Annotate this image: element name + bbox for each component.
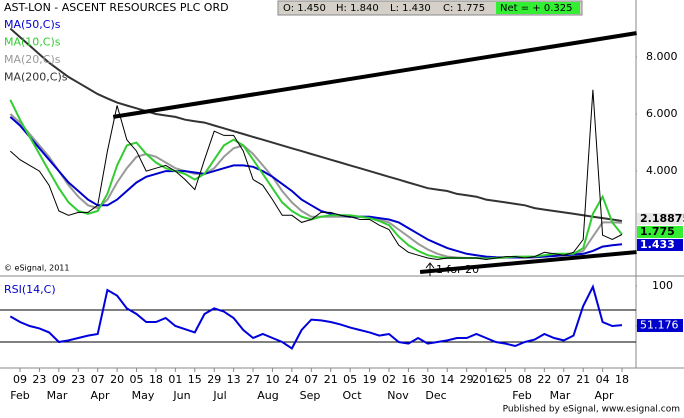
x-tick-label: 25 (499, 373, 513, 386)
ohlc-item: L: 1.430 (390, 3, 431, 14)
month-label: Feb (512, 389, 531, 402)
value-box (637, 319, 683, 332)
month-label: Dec (425, 389, 446, 402)
x-tick-label: 29 (207, 373, 221, 386)
x-tick-label: 30 (421, 373, 435, 386)
x-tick-label: 01 (168, 373, 182, 386)
month-label: Jul (212, 389, 226, 402)
value-box (637, 226, 683, 238)
x-tick-label: 09 (52, 373, 66, 386)
month-label: Apr (90, 389, 110, 402)
x-tick-label: 07 (304, 373, 318, 386)
x-tick-label: 16 (401, 373, 415, 386)
y-tick-label: 4.000 (646, 164, 678, 177)
x-tick-label: 10 (265, 373, 279, 386)
x-tick-label: 23 (32, 373, 46, 386)
value-label: 51.176 (640, 319, 679, 332)
month-label: Nov (387, 389, 409, 402)
month-label: May (132, 389, 155, 402)
footer: Published by eSignal, www.esignal.com (503, 405, 680, 415)
trendline (419, 250, 637, 274)
x-tick-label: 08 (518, 373, 532, 386)
x-tick-label: 19 (363, 373, 377, 386)
price-line (9, 89, 623, 261)
legend-entry: MA(10,C)s (4, 36, 61, 49)
x-tick-label: 02 (382, 373, 396, 386)
net-change: Net = + 0.325 (500, 3, 572, 14)
trendline (112, 31, 637, 119)
month-label: Feb (10, 389, 29, 402)
x-tick-label: 29 (460, 373, 474, 386)
value-label: 1.775 (640, 225, 675, 238)
y-tick-label: 8.000 (646, 50, 678, 63)
legend-entry: MA(20,C)s (4, 53, 61, 66)
value-label: 1.433 (640, 238, 675, 251)
value-label: 2.18875 (640, 212, 684, 225)
value-box (637, 213, 683, 225)
x-tick-label: 20 (110, 373, 124, 386)
x-tick-label: 18 (615, 373, 629, 386)
x-tick-label: 2016 (472, 373, 500, 386)
ma-line (9, 99, 623, 260)
net-box (496, 2, 580, 14)
x-tick-label: 04 (596, 373, 610, 386)
ohlc-item: H: 1.840 (336, 3, 379, 14)
month-label: Sep (300, 389, 321, 402)
x-tick-label: 14 (440, 373, 454, 386)
month-label: Mar (47, 389, 68, 402)
x-tick-label: 21 (324, 373, 338, 386)
y-tick-label: 100 (652, 279, 673, 292)
x-tick-label: 21 (576, 373, 590, 386)
legend-entry: MA(50,C)s (4, 18, 61, 31)
x-tick-label: 09 (13, 373, 27, 386)
month-label: Aug (257, 389, 278, 402)
month-label: Jun (172, 389, 190, 402)
watermark: © eSignal, 2011 (4, 264, 69, 273)
x-tick-label: 05 (343, 373, 357, 386)
month-label: Mar (550, 389, 571, 402)
x-tick-label: 13 (227, 373, 241, 386)
month-label: Oct (342, 389, 362, 402)
legend-entry: MA(200,C)s (4, 71, 68, 84)
x-tick-label: 23 (71, 373, 85, 386)
x-tick-label: 24 (285, 373, 299, 386)
ohlc-item: C: 1.775 (443, 3, 485, 14)
rsi-title: RSI(14,C) (4, 283, 56, 296)
x-tick-label: 05 (130, 373, 144, 386)
x-tick-label: 15 (188, 373, 202, 386)
x-tick-label: 18 (149, 373, 163, 386)
x-tick-label: 07 (557, 373, 571, 386)
value-box (637, 239, 683, 251)
x-tick-label: 22 (537, 373, 551, 386)
ohlc-item: O: 1.450 (283, 3, 326, 14)
y-tick-label: 6.000 (646, 107, 678, 120)
ma-line (9, 27, 623, 222)
chart-title: AST-LON - ASCENT RESOURCES PLC ORD (4, 1, 229, 14)
x-tick-label: 07 (91, 373, 105, 386)
x-tick-label: 27 (246, 373, 260, 386)
rsi-line (9, 284, 623, 350)
month-label: Apr (594, 389, 614, 402)
